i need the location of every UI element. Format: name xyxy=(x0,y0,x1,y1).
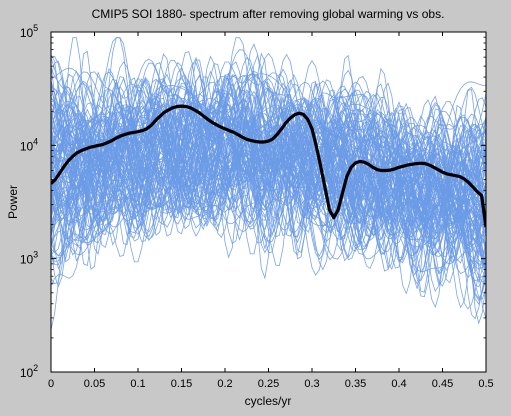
model-series-line xyxy=(51,75,486,197)
x-tick-label: 0.25 xyxy=(258,378,279,390)
y-tick-label: 105 xyxy=(20,23,38,40)
model-series-line xyxy=(51,78,486,254)
y-tick-label: 104 xyxy=(20,136,38,153)
model-series-line xyxy=(51,50,486,209)
model-series-line xyxy=(51,37,486,219)
model-series-line xyxy=(51,94,486,268)
x-tick-label: 0 xyxy=(48,378,54,390)
model-series-line xyxy=(51,136,486,273)
x-tick-label: 0.35 xyxy=(345,378,366,390)
y-axis-label: Power xyxy=(6,185,20,219)
x-tick-label: 0.15 xyxy=(171,378,192,390)
observed-series-line xyxy=(51,104,486,228)
model-series-line xyxy=(51,37,486,254)
x-tick-label: 0.3 xyxy=(304,378,319,390)
model-series-line xyxy=(51,135,486,300)
axis-ticks: 0 0.05 0.1 0.15 0.2 0.25 0.3 0.35 0.4 0.45 0.5 102 1… xyxy=(20,23,494,390)
chart-title: CMIP5 SOI 1880- spectrum after removing … xyxy=(92,7,445,21)
model-series-line xyxy=(51,55,486,249)
model-series-line xyxy=(51,78,486,306)
x-tick-label: 0.05 xyxy=(84,378,105,390)
model-series-line xyxy=(51,77,486,213)
model-series-line xyxy=(51,76,486,223)
model-series-line xyxy=(51,149,486,310)
x-tick-label: 0.45 xyxy=(432,378,453,390)
model-series-line xyxy=(51,89,486,205)
y-tick-label: 102 xyxy=(20,363,38,380)
x-tick-label: 0.1 xyxy=(130,378,145,390)
y-tick-label: 103 xyxy=(20,250,38,267)
model-series-line xyxy=(51,133,486,251)
model-series-line xyxy=(51,124,486,245)
model-series-line xyxy=(51,67,486,185)
observed-series-group xyxy=(51,104,486,228)
model-series-line xyxy=(51,74,486,250)
model-series-line xyxy=(51,152,486,265)
x-tick-label: 0.2 xyxy=(217,378,232,390)
model-series-line xyxy=(51,115,486,258)
model-series-group xyxy=(51,37,486,330)
x-axis-label: cycles/yr xyxy=(245,394,292,408)
x-tick-label: 0.5 xyxy=(478,378,493,390)
x-tick-label: 0.4 xyxy=(391,378,406,390)
